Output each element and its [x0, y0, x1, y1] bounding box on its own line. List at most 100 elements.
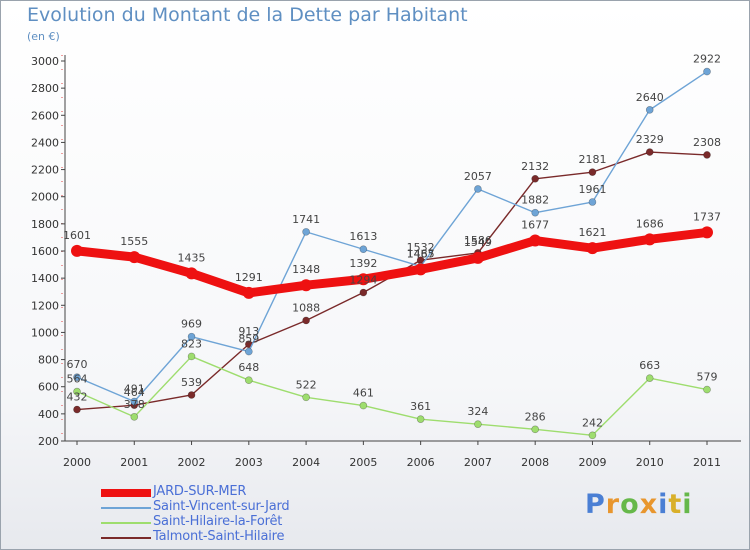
- x-tick-label: 2010: [636, 456, 664, 469]
- x-tick-label: 2009: [578, 456, 606, 469]
- logo-letter: P: [585, 489, 606, 520]
- y-tick-label: 400: [38, 408, 59, 421]
- logo-letter: r: [605, 489, 621, 520]
- data-point-saint-hilaire-la-for-t: [645, 374, 654, 382]
- data-label-saint-hilaire-la-for-t: 663: [639, 359, 660, 372]
- data-label-talmont-saint-hilaire: 1294: [349, 274, 377, 287]
- data-label-saint-vincent-sur-jard: 670: [67, 358, 88, 371]
- logo-letter: t: [668, 489, 683, 520]
- logo-letter: i: [658, 489, 669, 520]
- data-label-saint-hilaire-la-for-t: 286: [525, 410, 546, 423]
- data-label-saint-vincent-sur-jard: 969: [181, 318, 202, 331]
- legend-label: JARD-SUR-MER: [153, 484, 247, 499]
- data-label-jard-sur-mer: 1348: [292, 263, 320, 276]
- data-label-saint-vincent-sur-jard: 1882: [521, 194, 549, 207]
- data-label-saint-vincent-sur-jard: 2640: [636, 91, 664, 104]
- data-point-saint-hilaire-la-for-t: [245, 376, 253, 385]
- legend-swatch: [101, 522, 151, 524]
- y-tick-label: 1000: [31, 326, 59, 339]
- data-point-talmont-saint-hilaire: [359, 288, 368, 297]
- data-point-jard-sur-mer: [471, 251, 484, 264]
- data-label-talmont-saint-hilaire: 464: [124, 386, 145, 399]
- data-point-jard-sur-mer: [643, 233, 656, 246]
- y-tick-label: 800: [38, 354, 59, 367]
- x-tick-label: 2002: [178, 456, 206, 469]
- data-point-jard-sur-mer: [586, 242, 599, 255]
- data-point-jard-sur-mer: [71, 244, 83, 257]
- data-point-saint-hilaire-la-for-t: [588, 431, 597, 440]
- x-tick-label: 2008: [521, 456, 549, 469]
- y-tick-label: 1200: [31, 299, 59, 312]
- y-tick-label: 2600: [31, 109, 59, 122]
- data-label-saint-vincent-sur-jard: 1613: [349, 230, 377, 243]
- data-label-talmont-saint-hilaire: 2308: [693, 136, 721, 149]
- data-point-jard-sur-mer: [128, 251, 141, 264]
- data-label-talmont-saint-hilaire: 913: [238, 325, 259, 338]
- x-tick-label: 2003: [235, 456, 263, 469]
- data-label-saint-vincent-sur-jard: 859: [238, 333, 259, 346]
- data-label-talmont-saint-hilaire: 2329: [636, 133, 664, 146]
- data-point-saint-hilaire-la-for-t: [416, 415, 425, 423]
- data-point-talmont-saint-hilaire: [531, 175, 539, 183]
- data-label-saint-vincent-sur-jard: 1741: [292, 213, 320, 226]
- data-point-jard-sur-mer: [414, 263, 427, 276]
- legend-swatch: [101, 507, 151, 509]
- x-tick-label: 2007: [464, 456, 492, 469]
- data-label-saint-hilaire-la-for-t: 648: [238, 361, 259, 374]
- data-label-talmont-saint-hilaire: 2132: [521, 160, 549, 173]
- data-label-saint-hilaire-la-for-t: 579: [697, 371, 718, 384]
- chart-title: Evolution du Montant de la Dette par Hab…: [27, 4, 468, 26]
- y-tick-label: 1800: [31, 218, 59, 231]
- data-label-talmont-saint-hilaire: 1088: [292, 301, 320, 314]
- data-label-saint-hilaire-la-for-t: 564: [67, 373, 88, 386]
- data-point-talmont-saint-hilaire: [302, 316, 310, 325]
- series-line-saint-vincent-sur-jard: [76, 70, 708, 403]
- data-label-jard-sur-mer: 1621: [578, 226, 606, 239]
- x-tick-label: 2000: [63, 456, 91, 469]
- data-label-saint-hilaire-la-for-t: 522: [296, 378, 317, 391]
- y-tick-label: 2400: [31, 136, 59, 149]
- data-point-saint-vincent-sur-jard: [130, 397, 139, 406]
- data-point-saint-vincent-sur-jard: [474, 185, 482, 193]
- series-line-saint-hilaire-la-for-t: [76, 355, 708, 436]
- proxiti-logo: Proxiti: [585, 489, 693, 520]
- x-tick-label: 2011: [693, 456, 721, 469]
- data-point-saint-vincent-sur-jard: [302, 228, 310, 236]
- data-point-saint-hilaire-la-for-t: [474, 420, 482, 428]
- data-point-jard-sur-mer: [242, 286, 255, 299]
- x-tick-label: 2004: [292, 456, 320, 469]
- x-tick-label: 2001: [120, 456, 148, 469]
- data-label-jard-sur-mer: 1465: [407, 247, 435, 260]
- data-label-saint-hilaire-la-for-t: 823: [181, 337, 202, 350]
- data-label-saint-vincent-sur-jard: 491: [124, 383, 145, 396]
- data-point-jard-sur-mer: [185, 267, 198, 280]
- data-point-saint-hilaire-la-for-t: [359, 401, 368, 410]
- data-point-saint-hilaire-la-for-t: [73, 387, 81, 396]
- legend-label: Talmont-Saint-Hilaire: [153, 529, 285, 544]
- legend-swatch: [101, 489, 151, 497]
- data-point-saint-vincent-sur-jard: [703, 67, 711, 76]
- data-point-talmont-saint-hilaire: [73, 405, 81, 414]
- data-label-talmont-saint-hilaire: 539: [181, 376, 202, 389]
- logo-letter: o: [620, 489, 640, 520]
- y-tick-label: 2000: [31, 191, 59, 204]
- y-tick-label: 1600: [31, 245, 59, 258]
- data-point-saint-vincent-sur-jard: [588, 198, 597, 206]
- data-label-jard-sur-mer: 1435: [178, 251, 206, 264]
- data-point-saint-vincent-sur-jard: [531, 208, 539, 217]
- data-label-saint-hilaire-la-for-t: 461: [353, 387, 374, 400]
- y-tick-label: 200: [38, 435, 59, 448]
- data-label-saint-vincent-sur-jard: 2922: [693, 53, 721, 66]
- data-label-talmont-saint-hilaire: 2181: [578, 153, 606, 166]
- data-point-jard-sur-mer: [357, 273, 370, 286]
- logo-letter: x: [639, 489, 659, 520]
- data-label-jard-sur-mer: 1601: [63, 229, 91, 242]
- data-point-talmont-saint-hilaire: [645, 148, 654, 156]
- data-point-jard-sur-mer: [701, 226, 713, 239]
- data-point-saint-hilaire-la-for-t: [703, 385, 711, 394]
- data-point-saint-vincent-sur-jard: [359, 245, 368, 254]
- data-label-jard-sur-mer: 1686: [636, 217, 664, 230]
- data-point-saint-hilaire-la-for-t: [130, 413, 139, 421]
